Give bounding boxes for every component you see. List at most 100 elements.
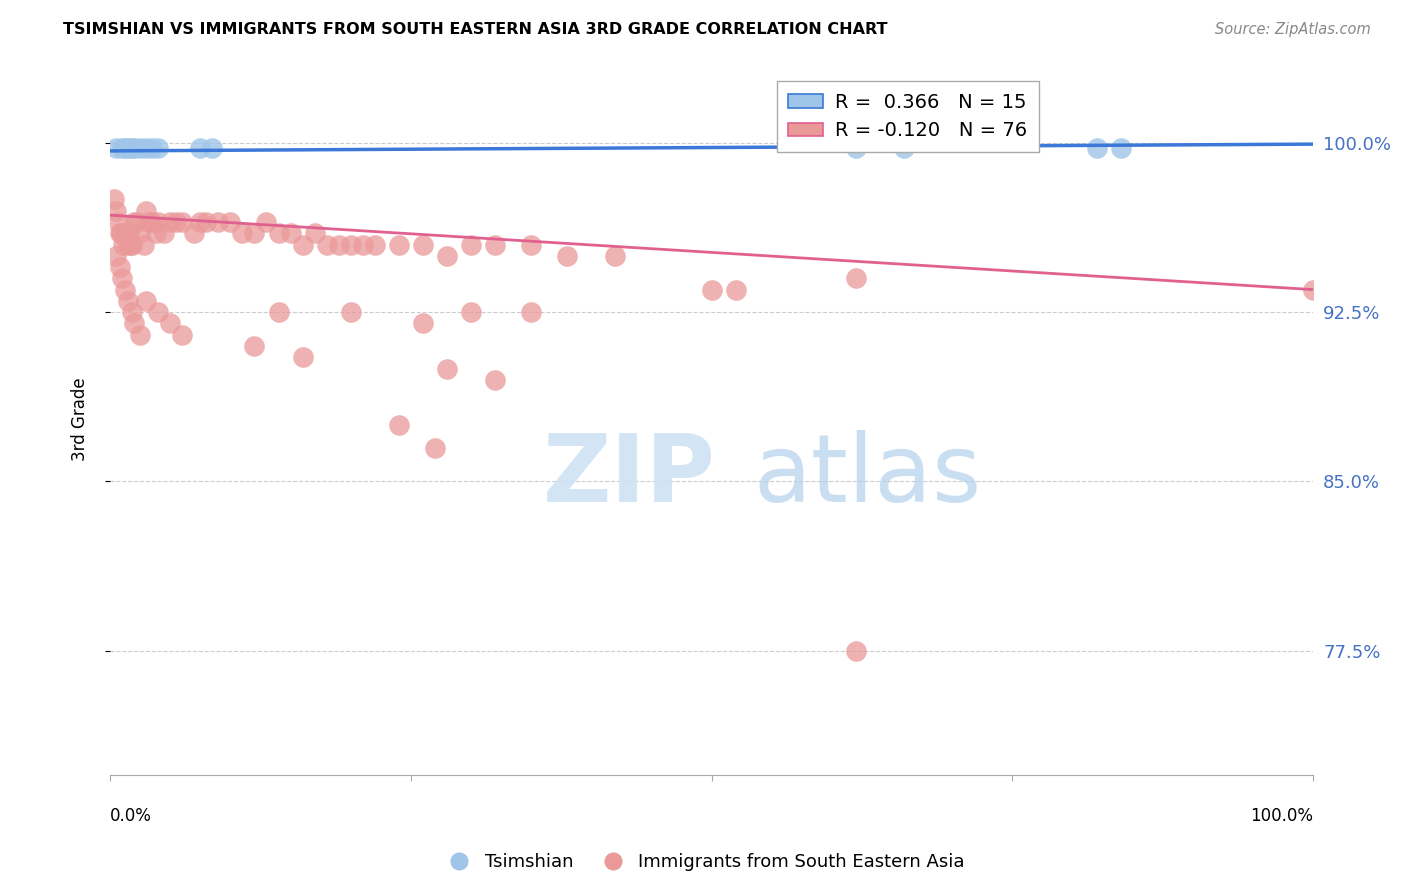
Point <box>114 226 136 240</box>
Point <box>108 260 131 274</box>
Point <box>122 140 145 154</box>
Point <box>460 305 482 319</box>
Legend: R =  0.366   N = 15, R = -0.120   N = 76: R = 0.366 N = 15, R = -0.120 N = 76 <box>776 81 1039 152</box>
Point <box>352 237 374 252</box>
Text: 0.0%: 0.0% <box>110 806 152 824</box>
Point <box>724 283 747 297</box>
Point <box>280 226 302 240</box>
Point <box>1302 283 1324 297</box>
Point <box>339 305 361 319</box>
Point <box>135 203 157 218</box>
Point <box>243 339 266 353</box>
Point <box>159 317 181 331</box>
Point <box>267 226 290 240</box>
Point <box>117 293 139 308</box>
Point <box>117 237 139 252</box>
Point <box>132 237 155 252</box>
Point <box>135 293 157 308</box>
Point <box>893 140 915 154</box>
Text: 100.0%: 100.0% <box>1250 806 1313 824</box>
Point <box>118 226 141 240</box>
Point <box>291 237 314 252</box>
Point <box>520 237 543 252</box>
Point <box>121 305 143 319</box>
Point <box>423 441 446 455</box>
Point <box>121 140 143 154</box>
Point <box>412 317 434 331</box>
Point <box>700 283 723 297</box>
Point <box>111 140 134 154</box>
Point <box>364 237 387 252</box>
Point <box>129 327 152 342</box>
Point <box>183 226 205 240</box>
Point <box>110 226 132 240</box>
Point <box>120 237 142 252</box>
Point <box>256 215 278 229</box>
Point <box>135 140 157 154</box>
Point <box>436 361 458 376</box>
Text: ZIP: ZIP <box>543 430 716 522</box>
Text: Source: ZipAtlas.com: Source: ZipAtlas.com <box>1215 22 1371 37</box>
Point <box>304 226 326 240</box>
Point <box>243 226 266 240</box>
Point <box>111 226 134 240</box>
Point <box>555 249 578 263</box>
Point <box>520 305 543 319</box>
Point <box>845 140 868 154</box>
Point <box>112 237 135 252</box>
Point <box>148 305 170 319</box>
Y-axis label: 3rd Grade: 3rd Grade <box>72 377 89 461</box>
Point <box>122 317 145 331</box>
Point <box>172 327 194 342</box>
Point <box>148 140 170 154</box>
Point <box>122 215 145 229</box>
Point <box>172 215 194 229</box>
Point <box>1085 140 1108 154</box>
Point <box>195 215 218 229</box>
Point <box>129 226 152 240</box>
Point <box>145 226 167 240</box>
Point <box>117 140 139 154</box>
Point <box>141 215 163 229</box>
Point <box>188 215 211 229</box>
Point <box>107 215 129 229</box>
Point <box>460 237 482 252</box>
Point <box>845 271 868 285</box>
Point <box>388 417 411 432</box>
Point <box>291 351 314 365</box>
Point <box>339 237 361 252</box>
Point <box>207 215 229 229</box>
Point <box>201 140 224 154</box>
Point <box>103 193 125 207</box>
Point <box>328 237 350 252</box>
Point <box>188 140 211 154</box>
Point <box>108 226 131 240</box>
Point <box>159 215 181 229</box>
Point <box>138 215 160 229</box>
Point <box>105 249 128 263</box>
Point <box>484 237 506 252</box>
Point <box>114 283 136 297</box>
Point <box>125 215 148 229</box>
Point <box>1109 140 1132 154</box>
Point <box>141 140 163 154</box>
Point <box>231 226 253 240</box>
Text: atlas: atlas <box>754 430 981 522</box>
Point <box>165 215 187 229</box>
Point <box>436 249 458 263</box>
Legend: Tsimshian, Immigrants from South Eastern Asia: Tsimshian, Immigrants from South Eastern… <box>434 847 972 879</box>
Point <box>845 643 868 657</box>
Point <box>153 226 176 240</box>
Point <box>105 140 128 154</box>
Point <box>315 237 337 252</box>
Point <box>267 305 290 319</box>
Point <box>412 237 434 252</box>
Point <box>129 140 152 154</box>
Point <box>114 140 136 154</box>
Point <box>148 215 170 229</box>
Point <box>388 237 411 252</box>
Point <box>105 203 128 218</box>
Point <box>111 271 134 285</box>
Point <box>121 237 143 252</box>
Text: TSIMSHIAN VS IMMIGRANTS FROM SOUTH EASTERN ASIA 3RD GRADE CORRELATION CHART: TSIMSHIAN VS IMMIGRANTS FROM SOUTH EASTE… <box>63 22 887 37</box>
